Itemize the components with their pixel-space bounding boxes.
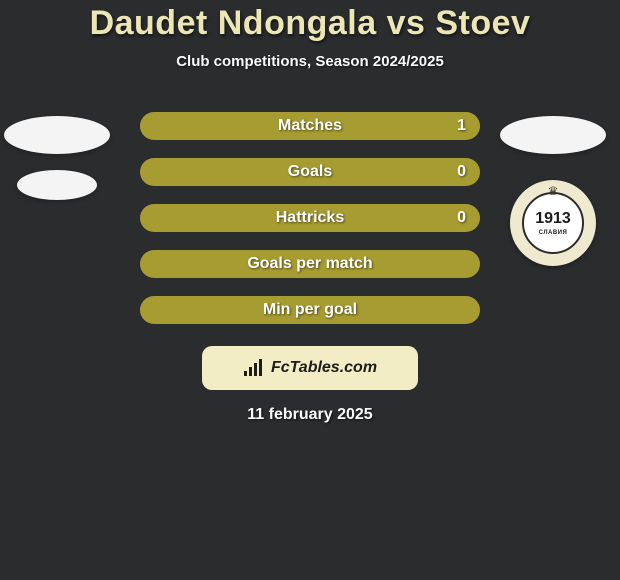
stat-label: Goals (288, 163, 332, 181)
stat-row-min-per-goal: Min per goal (140, 296, 480, 324)
stat-value: 0 (457, 209, 466, 227)
stat-row-goals-per-match: Goals per match (140, 250, 480, 278)
player-left-column (2, 116, 112, 200)
player-right-column: ♛ 1913 СЛАВИЯ (498, 116, 608, 266)
club-badge-ribbon: СЛАВИЯ (539, 230, 568, 236)
player-right-avatar (500, 116, 606, 154)
stat-label: Goals per match (247, 255, 372, 273)
date-label: 11 february 2025 (0, 406, 620, 424)
stat-row-goals: Goals 0 (140, 158, 480, 186)
stat-label: Min per goal (263, 301, 357, 319)
club-badge-year: 1913 (535, 210, 571, 228)
stat-value: 0 (457, 163, 466, 181)
comparison-card: Daudet Ndongala vs Stoev Club competitio… (0, 0, 620, 580)
stat-value: 1 (457, 117, 466, 135)
watermark-badge: FcTables.com (202, 346, 418, 390)
subtitle: Club competitions, Season 2024/2025 (0, 53, 620, 70)
player-left-avatar (4, 116, 110, 154)
club-badge-inner: 1913 СЛАВИЯ (522, 192, 584, 254)
stat-label: Hattricks (276, 209, 344, 227)
page-title: Daudet Ndongala vs Stoev (0, 0, 620, 43)
bars-icon (243, 359, 265, 377)
player-left-club-placeholder (17, 170, 97, 200)
watermark-text: FcTables.com (271, 359, 377, 377)
stat-row-hattricks: Hattricks 0 (140, 204, 480, 232)
stat-row-matches: Matches 1 (140, 112, 480, 140)
player-right-club-badge: ♛ 1913 СЛАВИЯ (510, 180, 596, 266)
stat-label: Matches (278, 117, 342, 135)
crown-icon: ♛ (548, 184, 559, 198)
